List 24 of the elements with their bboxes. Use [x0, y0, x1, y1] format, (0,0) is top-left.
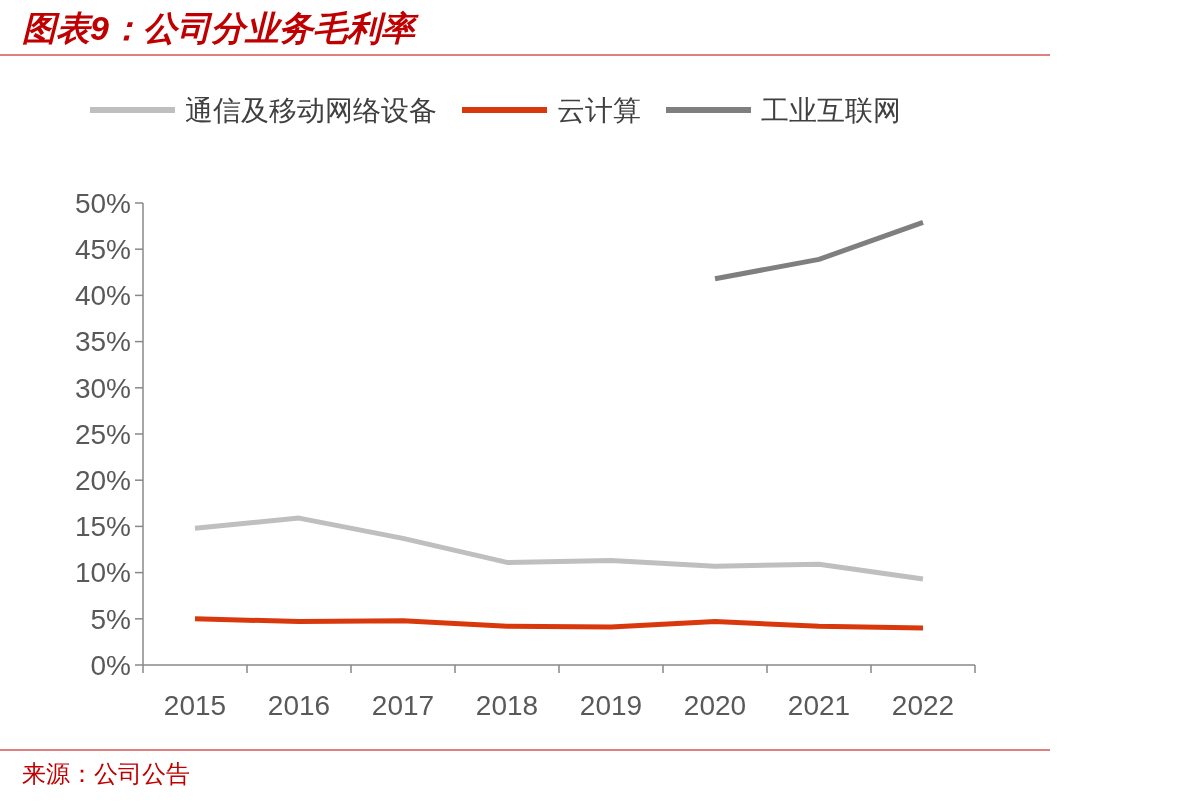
y-tick-label: 15%: [74, 511, 131, 543]
x-tick-label: 2016: [267, 690, 331, 721]
legend-label: 工业互联网: [761, 95, 901, 126]
legend-label: 云计算: [557, 95, 641, 126]
chart-title: 图表9：公司分业务毛利率: [22, 9, 419, 47]
y-tick-label: 30%: [74, 372, 131, 404]
y-tick-label: 45%: [74, 234, 131, 265]
x-tick-label: 2015: [163, 690, 227, 721]
y-tick-label: 40%: [74, 280, 131, 312]
source-note: 来源：公司公告: [22, 760, 190, 787]
x-tick-label: 2019: [579, 690, 643, 721]
y-tick-label: 0%: [90, 649, 131, 681]
x-tick-label: 2022: [891, 690, 955, 721]
y-tick-label: 10%: [74, 557, 131, 589]
x-tick-label: 2020: [683, 690, 747, 721]
y-tick-label: 25%: [74, 418, 131, 450]
y-tick-label: 20%: [74, 465, 131, 496]
y-tick-label: 35%: [74, 326, 131, 358]
x-tick-label: 2017: [371, 690, 435, 721]
y-tick-label: 50%: [74, 187, 131, 219]
x-tick-label: 2021: [787, 690, 851, 721]
x-tick-label: 2018: [475, 690, 539, 721]
y-tick-label: 5%: [90, 603, 131, 635]
legend-label: 通信及移动网络设备: [185, 95, 437, 126]
